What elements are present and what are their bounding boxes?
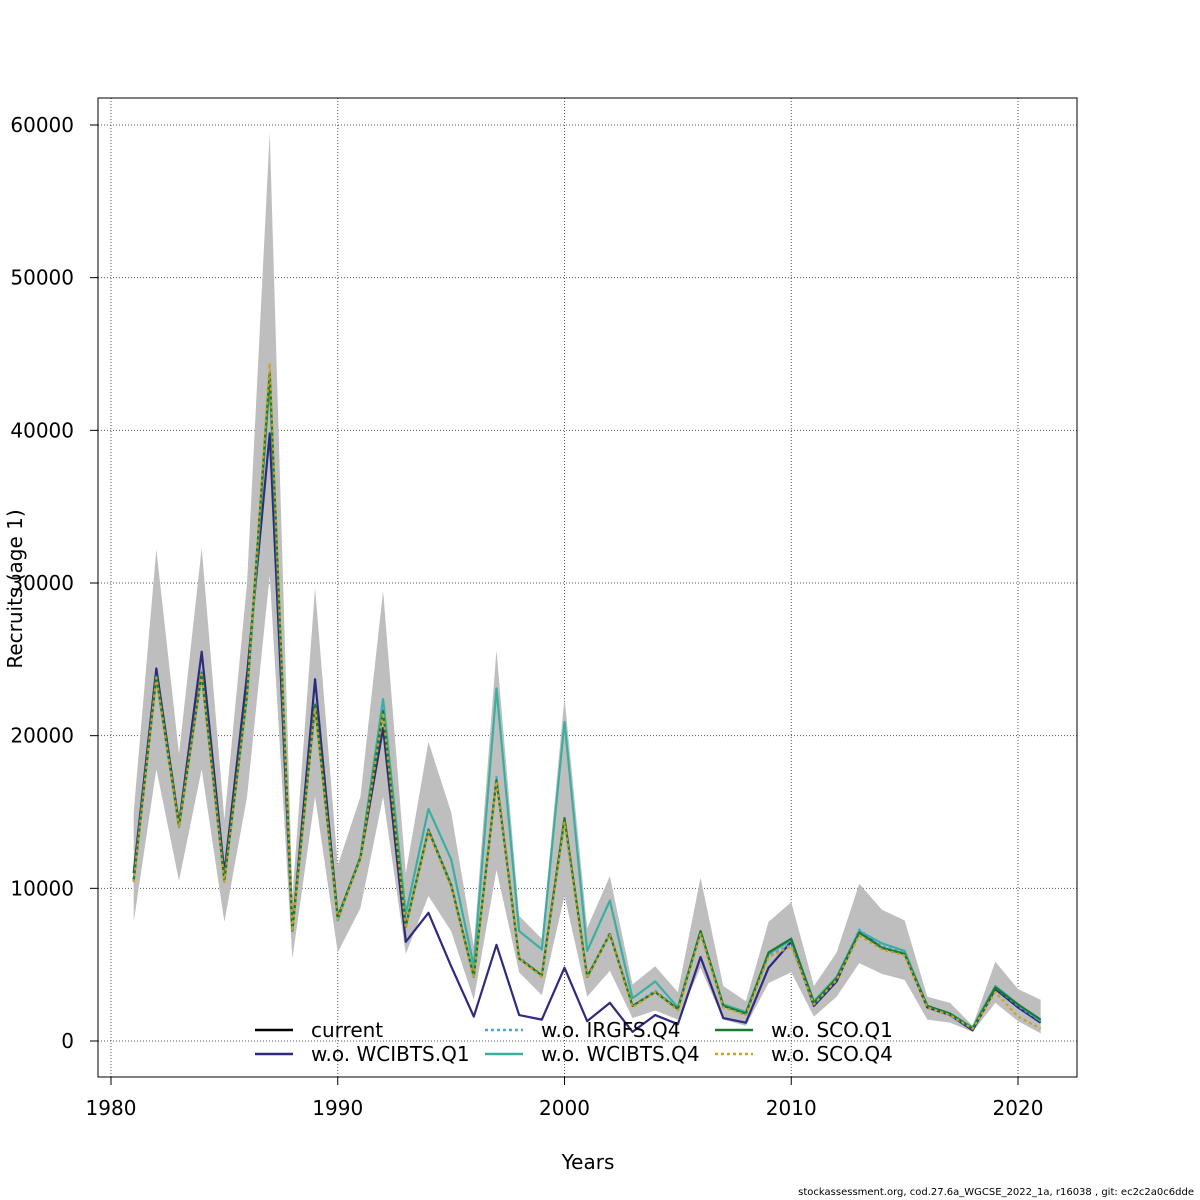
x-axis-label: Years bbox=[561, 1150, 615, 1174]
confidence-band bbox=[133, 132, 1041, 1034]
x-tick-label: 1980 bbox=[86, 1096, 137, 1120]
series-lines bbox=[132, 362, 1042, 1033]
x-tick-label: 2020 bbox=[993, 1096, 1044, 1120]
x-tick-label: 2010 bbox=[766, 1096, 817, 1120]
y-tick-label: 10000 bbox=[10, 876, 74, 900]
y-tick-label: 30000 bbox=[10, 571, 74, 595]
y-tick-label: 20000 bbox=[10, 724, 74, 748]
y-tick-label: 0 bbox=[61, 1029, 74, 1053]
y-axis-label: Recruits (age 1) bbox=[3, 509, 27, 668]
plot-frame bbox=[97, 97, 1078, 1078]
confidence-band-area bbox=[133, 132, 1041, 1034]
y-tick-label: 40000 bbox=[10, 418, 74, 442]
y-axis-ticks: 0 10000 20000 30000 40000 50000 60000 bbox=[10, 113, 98, 1053]
legend-label: w.o. WCIBTS.Q4 bbox=[541, 1042, 700, 1066]
x-tick-label: 1990 bbox=[312, 1096, 363, 1120]
legend-label: w.o. IRGFS.Q4 bbox=[541, 1018, 680, 1042]
legend-label: w.o. WCIBTS.Q1 bbox=[311, 1042, 470, 1066]
legend-label: w.o. SCO.Q4 bbox=[771, 1042, 893, 1066]
x-axis-ticks: 1980 1990 2000 2010 2020 bbox=[86, 1077, 1044, 1120]
grid-lines bbox=[98, 98, 1077, 1077]
series-line-w-o-sco-q4 bbox=[132, 362, 1042, 1030]
y-tick-label: 50000 bbox=[10, 266, 74, 290]
x-tick-label: 2000 bbox=[539, 1096, 590, 1120]
legend-label: w.o. SCO.Q1 bbox=[771, 1018, 893, 1042]
footer-note: stockassessment.org, cod.27.6a_WGCSE_202… bbox=[798, 1187, 1194, 1198]
y-tick-label: 60000 bbox=[10, 113, 74, 137]
legend-label: current bbox=[311, 1018, 383, 1042]
